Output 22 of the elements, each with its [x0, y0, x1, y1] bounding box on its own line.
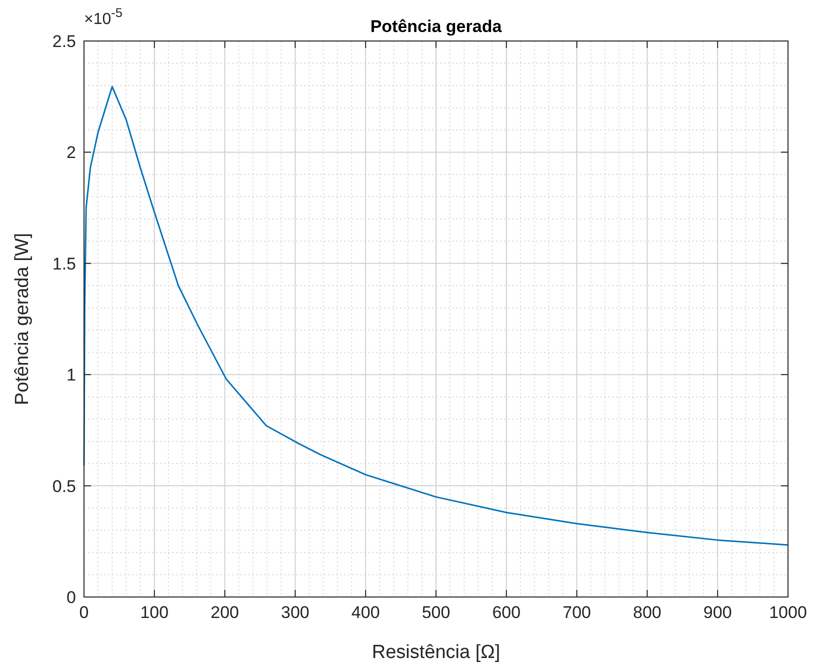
x-tick-label: 700	[562, 603, 591, 622]
x-tick-label: 1000	[769, 603, 807, 622]
x-tick-label: 600	[492, 603, 521, 622]
text: ×10$^{-5}$	[84, 4, 123, 28]
y-tick-label: 0	[66, 588, 76, 607]
x-tick-label: 0	[79, 603, 89, 622]
y-axis-title: Potência gerada [W]	[12, 232, 33, 406]
y-tick-label: 2.5	[52, 32, 76, 51]
y-tick-label: 1	[66, 366, 76, 385]
x-tick-label: 900	[703, 603, 732, 622]
y-tick-label: 1.5	[52, 254, 76, 274]
x-tick-label: 400	[351, 603, 380, 622]
x-tick-label: 300	[281, 603, 310, 622]
line-series	[83, 86, 789, 546]
x-axis-title: Resistência [Ω]	[372, 642, 500, 663]
x-tick-label: 800	[633, 603, 662, 622]
x-tick-label: 500	[422, 603, 450, 622]
chart-title: Potência gerada	[370, 17, 502, 36]
y-tick-label: 2	[66, 143, 76, 162]
x-tick-label: 200	[210, 603, 239, 622]
x-tick-label: 100	[140, 603, 169, 622]
y-tick-label: 0.5	[52, 476, 76, 496]
